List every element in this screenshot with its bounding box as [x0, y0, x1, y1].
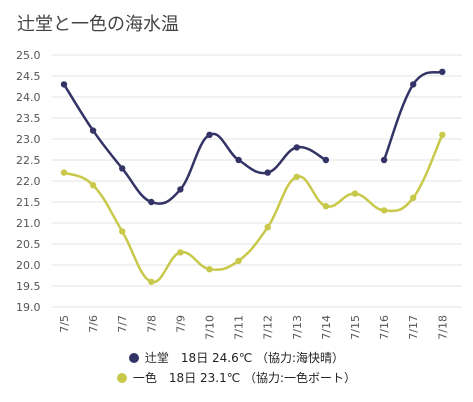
- y-tick-label: 19.0: [16, 301, 41, 314]
- data-point[interactable]: [322, 203, 330, 210]
- y-tick-label: 20.5: [16, 238, 41, 251]
- data-point[interactable]: [89, 182, 97, 189]
- x-axis-ticks: 7/5 7/6 7/7 7/8 7/9 7/10 7/11 7/12 7/13 7/14 7/15 7…: [58, 315, 449, 340]
- data-point[interactable]: [60, 169, 68, 176]
- data-point[interactable]: [148, 198, 155, 206]
- data-point[interactable]: [264, 224, 271, 231]
- data-point[interactable]: [439, 131, 446, 138]
- data-point[interactable]: [380, 156, 388, 164]
- x-tick-label: 7/12: [262, 315, 275, 340]
- data-point[interactable]: [177, 249, 184, 256]
- y-tick-label: 24.5: [16, 70, 41, 83]
- data-point[interactable]: [410, 81, 417, 88]
- data-point[interactable]: [322, 156, 330, 164]
- data-point[interactable]: [148, 278, 155, 285]
- y-tick-label: 21.0: [16, 217, 41, 230]
- data-point[interactable]: [235, 257, 242, 264]
- y-tick-label: 23.0: [16, 133, 41, 146]
- x-tick-label: 7/8: [145, 315, 158, 333]
- data-point[interactable]: [177, 186, 184, 193]
- x-tick-label: 7/15: [349, 315, 362, 340]
- legend-item-tsujido[interactable]: 辻堂 18日 24.6℃ （協力:海快晴）: [0, 349, 473, 366]
- data-point[interactable]: [119, 165, 126, 172]
- x-tick-label: 7/7: [116, 315, 129, 333]
- x-tick-label: 7/17: [407, 315, 420, 340]
- legend-marker-tsujido: [128, 353, 139, 363]
- x-tick-label: 7/5: [58, 315, 71, 333]
- y-tick-label: 22.5: [16, 154, 41, 167]
- legend-marker-isshiki: [116, 373, 127, 383]
- legend-label-isshiki: 一色 18日 23.1℃ （協力:一色ボート）: [132, 371, 357, 385]
- data-point[interactable]: [89, 127, 97, 134]
- chart-title: 辻堂と一色の海水温: [17, 14, 179, 35]
- data-point[interactable]: [235, 156, 242, 164]
- data-point[interactable]: [410, 194, 417, 201]
- y-tick-label: 20.0: [16, 259, 41, 272]
- y-tick-label: 24.0: [16, 91, 41, 104]
- data-point[interactable]: [351, 190, 359, 197]
- data-point[interactable]: [119, 228, 126, 235]
- data-point[interactable]: [439, 68, 446, 76]
- x-tick-label: 7/9: [174, 315, 187, 333]
- x-tick-label: 7/18: [436, 315, 449, 340]
- x-tick-label: 7/11: [233, 315, 246, 340]
- x-tick-label: 7/10: [204, 315, 217, 340]
- y-axis-ticks: 25.0 24.5 24.0 23.5 23.0 22.5 22.0 21.5 21.0 20.5…: [16, 49, 41, 314]
- data-point[interactable]: [206, 131, 213, 138]
- data-point[interactable]: [206, 266, 213, 273]
- x-tick-label: 7/14: [320, 315, 333, 340]
- data-point[interactable]: [380, 207, 388, 214]
- x-tick-label: 7/13: [291, 315, 304, 340]
- grid-lines: [52, 54, 462, 308]
- y-tick-label: 21.5: [16, 196, 41, 209]
- y-tick-label: 23.5: [16, 112, 41, 125]
- legend-item-isshiki[interactable]: 一色 18日 23.1℃ （協力:一色ボート）: [0, 369, 473, 386]
- series-layer: [60, 68, 446, 285]
- x-tick-label: 7/16: [378, 315, 391, 340]
- data-point[interactable]: [60, 81, 68, 88]
- y-tick-label: 25.0: [16, 49, 41, 62]
- y-tick-label: 19.5: [16, 280, 41, 293]
- legend-label-tsujido: 辻堂 18日 24.6℃ （協力:海快晴）: [144, 351, 345, 365]
- y-tick-label: 22.0: [16, 175, 41, 188]
- data-point[interactable]: [293, 144, 300, 151]
- data-point[interactable]: [264, 169, 271, 176]
- data-point[interactable]: [293, 173, 300, 180]
- x-tick-label: 7/6: [87, 315, 100, 333]
- series-line: [62, 83, 328, 205]
